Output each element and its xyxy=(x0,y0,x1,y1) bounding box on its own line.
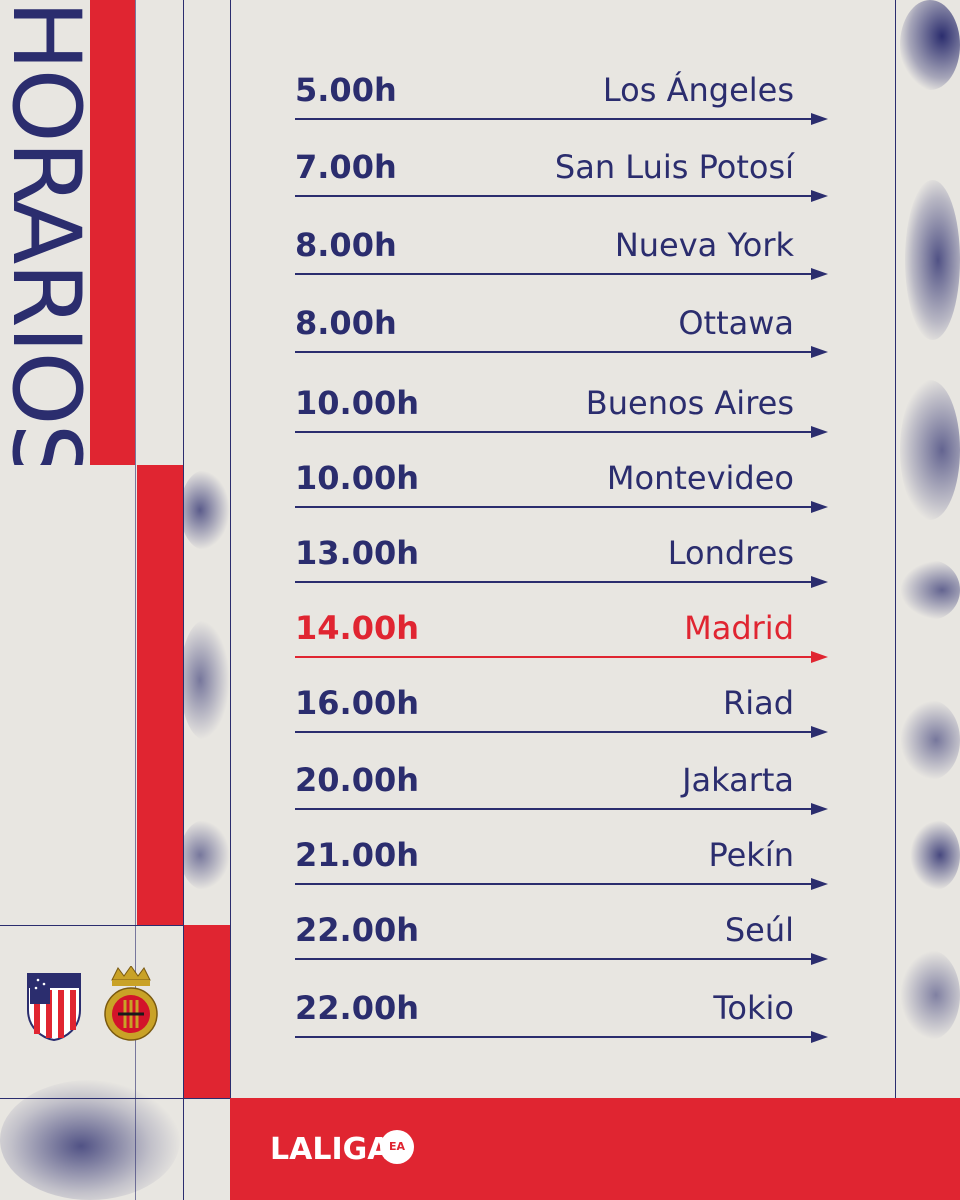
schedule-city: Los Ángeles xyxy=(602,71,794,109)
schedule-row: 8.00h Ottawa xyxy=(295,303,830,373)
schedule-city: Riad xyxy=(722,684,794,722)
atletico-madrid-crest xyxy=(26,972,82,1042)
schedule-row: 16.00h Riad xyxy=(295,683,830,753)
schedule-city: Seúl xyxy=(724,911,794,949)
arrow-right-icon xyxy=(295,726,828,738)
schedule-time: 22.00h xyxy=(295,911,419,949)
grid-line xyxy=(135,0,136,1200)
arrow-right-icon xyxy=(295,190,828,202)
schedule-row: 22.00h Tokio xyxy=(295,988,830,1058)
arrow-right-icon xyxy=(295,651,828,663)
schedule-city: Montevideo xyxy=(606,459,794,497)
red-bar xyxy=(90,0,135,465)
schedule-city: Madrid xyxy=(684,609,794,647)
schedule-row: 13.00h Londres xyxy=(295,533,830,603)
grid-line xyxy=(230,0,231,1098)
schedule-city: Pekín xyxy=(708,836,794,874)
schedule-row: 7.00h San Luis Potosí xyxy=(295,147,830,217)
schedule-city: Buenos Aires xyxy=(585,384,794,422)
schedule-row: 21.00h Pekín xyxy=(295,835,830,905)
footer-bar: LALIGA EA xyxy=(230,1098,960,1200)
schedule-time: 14.00h xyxy=(295,609,419,647)
rcd-mallorca-crest xyxy=(100,965,162,1046)
schedule-time: 20.00h xyxy=(295,761,419,799)
arrow-right-icon xyxy=(295,426,828,438)
grid-line xyxy=(183,0,184,1200)
schedule-city: Londres xyxy=(667,534,794,572)
schedule-time: 22.00h xyxy=(295,989,419,1027)
schedule-city: Tokio xyxy=(713,989,794,1027)
arrow-right-icon xyxy=(295,953,828,965)
schedule-row: 14.00h Madrid xyxy=(295,608,830,678)
arrow-right-icon xyxy=(295,1031,828,1043)
schedule-time: 10.00h xyxy=(295,384,419,422)
arrow-right-icon xyxy=(295,268,828,280)
red-bar xyxy=(184,925,230,1098)
arrow-right-icon xyxy=(295,346,828,358)
schedule-time: 8.00h xyxy=(295,304,397,342)
arrow-right-icon xyxy=(295,501,828,513)
schedule-city: Ottawa xyxy=(678,304,794,342)
grid-line xyxy=(895,0,896,1098)
grid-line xyxy=(0,1098,230,1099)
schedule-city: San Luis Potosí xyxy=(554,148,794,186)
laliga-logo: LALIGA xyxy=(270,1132,391,1167)
schedule-time: 8.00h xyxy=(295,226,397,264)
grid-line xyxy=(0,925,230,926)
schedule-row: 8.00h Nueva York xyxy=(295,225,830,295)
schedule-time: 7.00h xyxy=(295,148,397,186)
schedule-city: Jakarta xyxy=(682,761,794,799)
schedule-row: 22.00h Seúl xyxy=(295,910,830,980)
schedule-time: 16.00h xyxy=(295,684,419,722)
arrow-right-icon xyxy=(295,576,828,588)
ea-sports-badge: EA xyxy=(380,1130,414,1164)
schedule-row: 20.00h Jakarta xyxy=(295,760,830,830)
page-title: HORARIOS xyxy=(0,0,90,465)
arrow-right-icon xyxy=(295,113,828,125)
page-title-text: HORARIOS xyxy=(0,0,90,465)
schedule-time: 5.00h xyxy=(295,71,397,109)
red-bar xyxy=(137,465,183,925)
schedule-row: 10.00h Buenos Aires xyxy=(295,383,830,453)
schedule-time: 10.00h xyxy=(295,459,419,497)
arrow-right-icon xyxy=(295,803,828,815)
schedule-row: 10.00h Montevideo xyxy=(295,458,830,528)
schedule-row: 5.00h Los Ángeles xyxy=(295,70,830,140)
schedule-time: 21.00h xyxy=(295,836,419,874)
arrow-right-icon xyxy=(295,878,828,890)
schedule-city: Nueva York xyxy=(614,226,794,264)
schedule-time: 13.00h xyxy=(295,534,419,572)
